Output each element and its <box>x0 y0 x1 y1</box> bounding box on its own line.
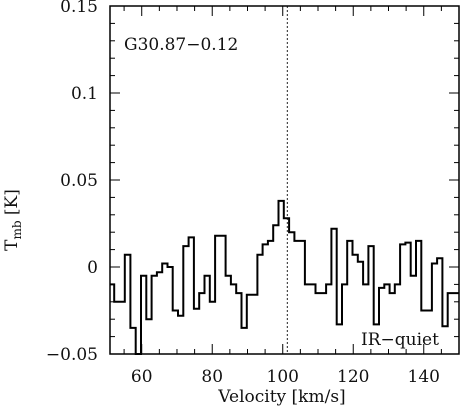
y-axis-title-unit: [K] <box>2 189 22 220</box>
x-tick-label: 140 <box>408 367 440 387</box>
x-tick-label: 100 <box>267 367 299 387</box>
y-axis-title-main: T <box>2 239 22 251</box>
spectrum-step-line <box>110 199 459 355</box>
x-axis-title: Velocity [km/s] <box>217 387 345 407</box>
x-tick-label: 80 <box>201 367 223 387</box>
x-ticks: 60 80 100 120 140 <box>123 6 460 387</box>
y-tick-label: 0.1 <box>71 84 98 104</box>
y-tick-label: −0.05 <box>46 345 98 365</box>
source-label: G30.87−0.12 <box>124 35 238 55</box>
y-tick-label: 0 <box>87 258 98 278</box>
x-tick-label: 120 <box>337 367 369 387</box>
y-tick-label: 0.05 <box>60 171 98 191</box>
y-tick-label: 0.15 <box>60 0 98 17</box>
y-axis-title: Tmb [K] <box>2 189 24 251</box>
x-tick-label: 60 <box>131 367 153 387</box>
plot-frame <box>109 5 460 355</box>
corner-label: IR−quiet <box>361 330 439 350</box>
y-axis-title-sub: mb <box>10 220 24 239</box>
y-ticks: −0.05 0 0.05 0.1 0.15 <box>46 0 459 365</box>
